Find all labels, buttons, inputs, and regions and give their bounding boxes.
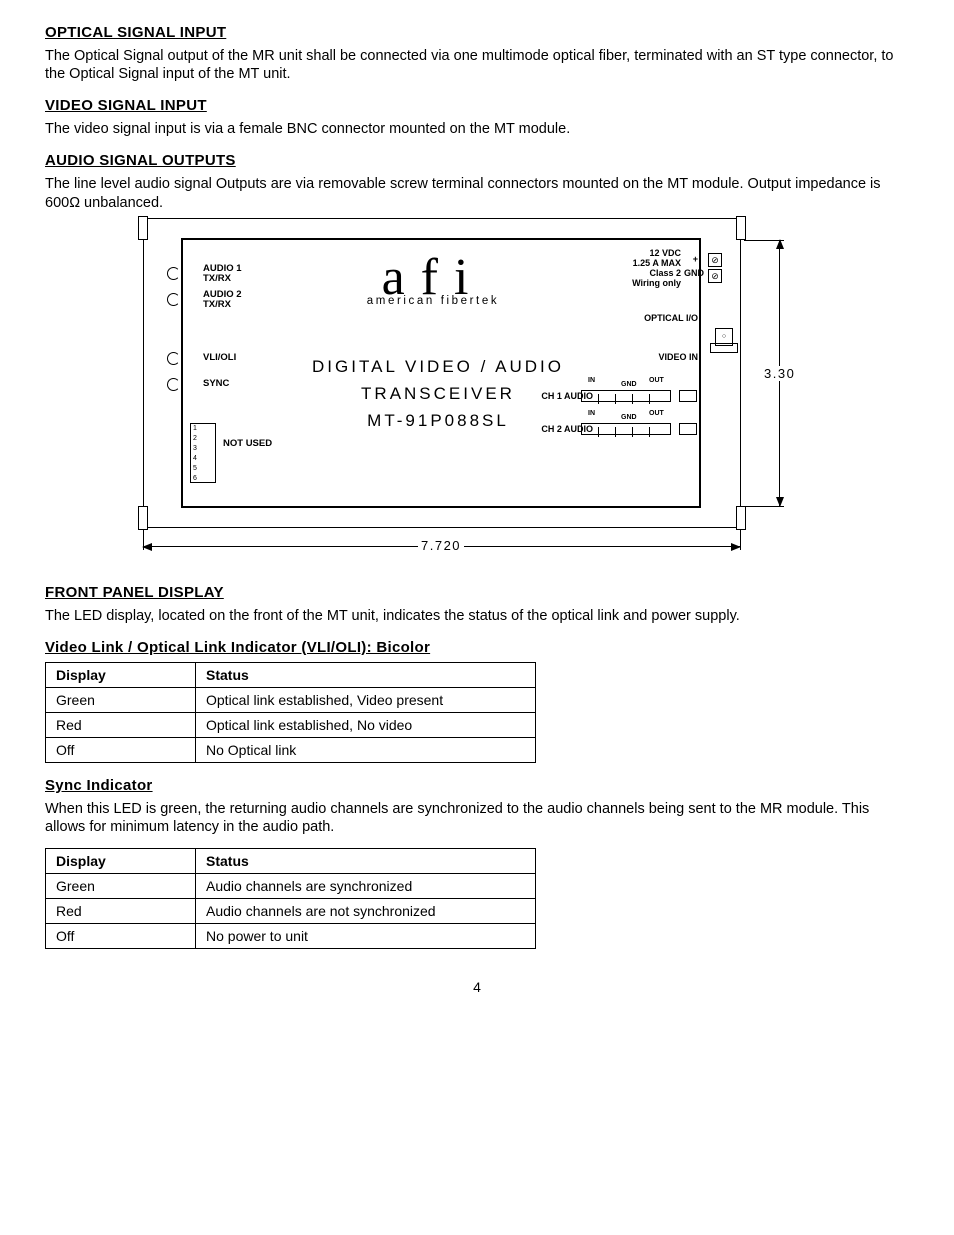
logo-block: afi american fibertek: [338, 258, 528, 307]
label-pwr3: Class 2: [649, 269, 681, 278]
label-dip: NOT USED: [223, 439, 272, 449]
section-header-vlioli: Video Link / Optical Link Indicator (VLI…: [45, 639, 909, 656]
table-cell: Audio channels are not synchronized: [196, 899, 536, 924]
section-body-frontpanel: The LED display, located on the front of…: [45, 607, 909, 625]
port-optical-base: [710, 343, 738, 353]
section-body-sync: When this LED is green, the returning au…: [45, 800, 909, 836]
section-header-audio: AUDIO SIGNAL OUTPUTS: [45, 152, 909, 169]
device-diagram: AUDIO 1 TX/RX AUDIO 2 TX/RX VLI/OLI SYNC…: [143, 218, 811, 570]
page-number: 4: [45, 979, 909, 995]
notch-tl: [138, 216, 148, 240]
table-head: Status: [196, 662, 536, 687]
screw-terminal-gnd: ⊘: [708, 269, 722, 283]
logo-afi: afi: [338, 258, 528, 297]
device-title-2: TRANSCEIVER: [303, 380, 573, 407]
dim-width-label: 7.720: [418, 538, 464, 553]
table-cell: Off: [46, 924, 196, 949]
table-row: Off No Optical link: [46, 737, 536, 762]
section-body-video: The video signal input is via a female B…: [45, 120, 909, 138]
label-pwr4: Wiring only: [632, 279, 681, 288]
device-model: MT-91P088SL: [303, 407, 573, 434]
table-cell: Off: [46, 737, 196, 762]
label-ch1-out: OUT: [649, 377, 664, 384]
table-head: Display: [46, 662, 196, 687]
table-vlioli: Display Status Green Optical link establ…: [45, 662, 536, 763]
table-cell: No Optical link: [196, 737, 536, 762]
label-sync: SYNC: [203, 379, 229, 389]
screw-terminal-plus: ⊘: [708, 253, 722, 267]
notch-br: [736, 506, 746, 530]
table-cell: Red: [46, 899, 196, 924]
table-head: Display: [46, 849, 196, 874]
table-cell: Red: [46, 712, 196, 737]
label-ch1-in: IN: [588, 377, 595, 384]
table-row: Display Status: [46, 849, 536, 874]
table-cell: No power to unit: [196, 924, 536, 949]
dim-height-label: 3.30: [761, 366, 798, 381]
device-title-block: DIGITAL VIDEO / AUDIO TRANSCEIVER MT-91P…: [303, 353, 573, 435]
label-plus: +: [693, 255, 698, 264]
dip-switch: 123456: [190, 423, 216, 483]
logo-subtitle: american fibertek: [338, 295, 528, 307]
label-audio1: AUDIO 1 TX/RX: [203, 264, 242, 284]
notch-tr: [736, 216, 746, 240]
label-pwr1: 12 VDC: [649, 249, 681, 258]
section-body-optical: The Optical Signal output of the MR unit…: [45, 47, 909, 83]
device-title-1: DIGITAL VIDEO / AUDIO: [303, 353, 573, 380]
section-header-optical: OPTICAL SIGNAL INPUT: [45, 24, 909, 41]
label-optical: OPTICAL I/O: [644, 314, 698, 323]
table-row: Green Audio channels are synchronized: [46, 874, 536, 899]
table-row: Off No power to unit: [46, 924, 536, 949]
term-ch2: [581, 423, 671, 435]
table-row: Display Status: [46, 662, 536, 687]
table-cell: Optical link established, Video present: [196, 687, 536, 712]
label-ch2-out: OUT: [649, 410, 664, 417]
table-row: Red Optical link established, No video: [46, 712, 536, 737]
term-ch1-extra: [679, 390, 697, 402]
term-ch2-extra: [679, 423, 697, 435]
table-cell: Green: [46, 687, 196, 712]
section-body-audio: The line level audio signal Outputs are …: [45, 175, 909, 211]
led-audio1: [167, 267, 180, 280]
label-video: VIDEO IN: [658, 353, 698, 362]
table-row: Green Optical link established, Video pr…: [46, 687, 536, 712]
led-audio2: [167, 293, 180, 306]
table-cell: Green: [46, 874, 196, 899]
label-pwr2: 1.25 A MAX: [633, 259, 681, 268]
section-header-frontpanel: FRONT PANEL DISPLAY: [45, 584, 909, 601]
label-vlioli: VLI/OLI: [203, 353, 236, 363]
label-ch2-gnd: GND: [621, 414, 637, 421]
label-ch2-in: IN: [588, 410, 595, 417]
table-row: Red Audio channels are not synchronized: [46, 899, 536, 924]
table-cell: Optical link established, No video: [196, 712, 536, 737]
label-audio2: AUDIO 2 TX/RX: [203, 290, 242, 310]
led-sync: [167, 378, 180, 391]
label-ch1-gnd: GND: [621, 381, 637, 388]
term-ch1: [581, 390, 671, 402]
table-head: Status: [196, 849, 536, 874]
led-vlioli: [167, 352, 180, 365]
section-header-sync: Sync Indicator: [45, 777, 909, 794]
section-header-video: VIDEO SIGNAL INPUT: [45, 97, 909, 114]
label-gnd: GND: [684, 269, 704, 278]
table-sync: Display Status Green Audio channels are …: [45, 848, 536, 949]
table-cell: Audio channels are synchronized: [196, 874, 536, 899]
notch-bl2: [138, 506, 148, 530]
